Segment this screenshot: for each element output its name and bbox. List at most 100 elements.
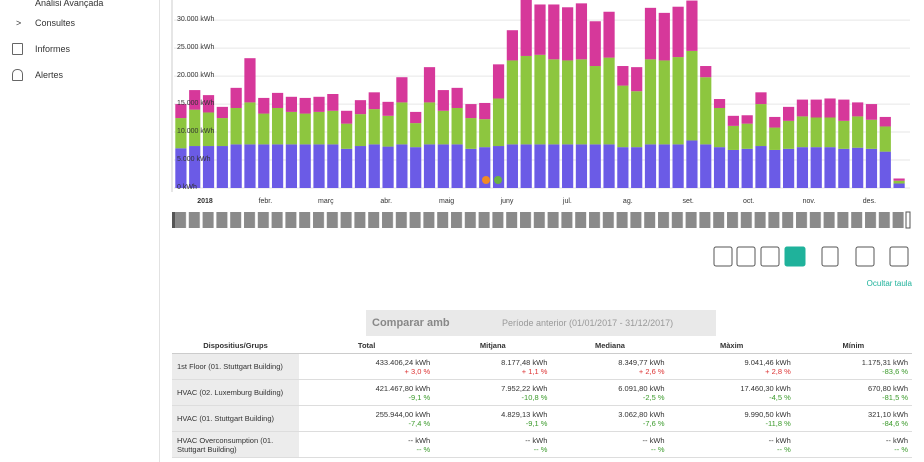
row-name: HVAC (01. Stuttgart Building) <box>172 405 299 432</box>
bar <box>437 90 449 111</box>
cell-value: -- kWh <box>525 435 548 445</box>
bar <box>327 94 339 111</box>
bar <box>396 102 408 145</box>
bar <box>368 144 380 188</box>
hide-table-link[interactable]: Ocultar taula <box>866 279 912 288</box>
bar <box>796 116 809 148</box>
column-header: Màxim <box>668 337 795 354</box>
bar <box>700 144 712 188</box>
bar <box>354 146 367 188</box>
bar <box>603 144 615 188</box>
bar-button[interactable] <box>736 246 756 267</box>
column-header: Mediana <box>551 337 669 354</box>
camera-button[interactable] <box>855 246 875 267</box>
bar <box>672 57 684 145</box>
cell-change: + 2,6 % <box>638 366 665 376</box>
bar <box>727 125 739 150</box>
bar <box>313 111 325 145</box>
bar <box>216 106 228 119</box>
sidebar: Anàlisi Avançada > Consultes Informes Al… <box>0 0 160 462</box>
bar <box>658 60 670 145</box>
nav-handle[interactable] <box>172 212 175 228</box>
x-tick-label: jul. <box>562 198 572 205</box>
cell-change: + 3,0 % <box>404 366 431 376</box>
bar <box>202 112 215 147</box>
menu-item[interactable]: Alertes <box>35 70 64 80</box>
bar <box>230 107 242 145</box>
bar <box>258 97 270 114</box>
bar <box>299 97 311 114</box>
bar <box>838 120 850 149</box>
pins <box>482 176 502 184</box>
bar <box>852 116 864 148</box>
column-header: Total <box>299 337 435 354</box>
bar <box>244 102 256 145</box>
bar <box>285 144 298 188</box>
navigator[interactable] <box>174 212 906 228</box>
bar <box>782 106 795 121</box>
bar <box>271 144 284 188</box>
bar <box>686 0 698 51</box>
bar <box>658 144 670 188</box>
bar <box>575 3 588 60</box>
y-tick-label: 0 kWh <box>177 184 197 191</box>
line-button[interactable] <box>713 246 733 267</box>
cell: -- kWh -- % <box>434 431 552 458</box>
cell-change: -- % <box>894 444 908 454</box>
bar <box>713 99 726 108</box>
table-row: HVAC (02. Luxemburg Building) 421.467,80 … <box>172 379 912 406</box>
bar <box>769 149 781 188</box>
add-button[interactable] <box>889 246 909 267</box>
bar <box>230 144 242 188</box>
pdf-button[interactable] <box>821 246 839 267</box>
x-tick-label: des. <box>863 198 876 205</box>
y-tick-label: 5.000 kWh <box>177 156 211 163</box>
bar <box>741 115 753 124</box>
bar <box>893 183 905 188</box>
menu-item[interactable]: Informes <box>35 44 71 54</box>
bar <box>451 107 463 145</box>
bar <box>686 140 698 188</box>
bar <box>175 148 187 188</box>
bar <box>562 7 574 61</box>
bar <box>175 104 187 119</box>
x-tick-label: set. <box>683 198 694 205</box>
bar <box>824 147 836 188</box>
period-select[interactable]: Període anterior (01/01/2017 - 31/12/201… <box>502 318 674 328</box>
nav-handle[interactable] <box>905 211 911 229</box>
bar <box>244 58 256 103</box>
cell-value: 3.062,80 kWh <box>618 409 665 419</box>
toolbar <box>713 246 909 267</box>
bar <box>465 148 477 188</box>
menu-item[interactable]: Anàlisi Avançada <box>35 0 104 8</box>
bar <box>686 50 698 141</box>
cell-value: 421.467,80 kWh <box>375 383 431 393</box>
bar <box>631 91 643 148</box>
bar <box>534 54 546 145</box>
menu-item[interactable]: Consultes <box>35 18 76 28</box>
bar <box>810 147 822 188</box>
bar <box>589 66 601 145</box>
cell-value: 670,80 kWh <box>867 383 908 393</box>
pie-button[interactable] <box>760 246 780 267</box>
bar <box>189 146 201 188</box>
chevron: > <box>16 18 22 28</box>
bar <box>782 120 795 149</box>
bar <box>769 116 781 128</box>
stack-button[interactable] <box>784 246 806 267</box>
cell: 1.175,31 kWh -83,6 % <box>794 353 912 380</box>
bar <box>202 95 215 113</box>
bar <box>727 149 739 188</box>
bar <box>410 147 422 188</box>
bar <box>741 148 753 188</box>
bar <box>423 144 436 188</box>
bar <box>644 7 657 60</box>
bar <box>713 147 726 188</box>
bar <box>258 144 270 188</box>
chart: 0 kWh 5.000 kWh 10.000 kWh 15.000 kWh 20.000… <box>171 0 911 267</box>
cell-value: 9.041,46 kWh <box>744 357 791 367</box>
bar <box>755 146 767 188</box>
x-tick-label: ag. <box>623 198 633 205</box>
bar <box>838 99 850 121</box>
